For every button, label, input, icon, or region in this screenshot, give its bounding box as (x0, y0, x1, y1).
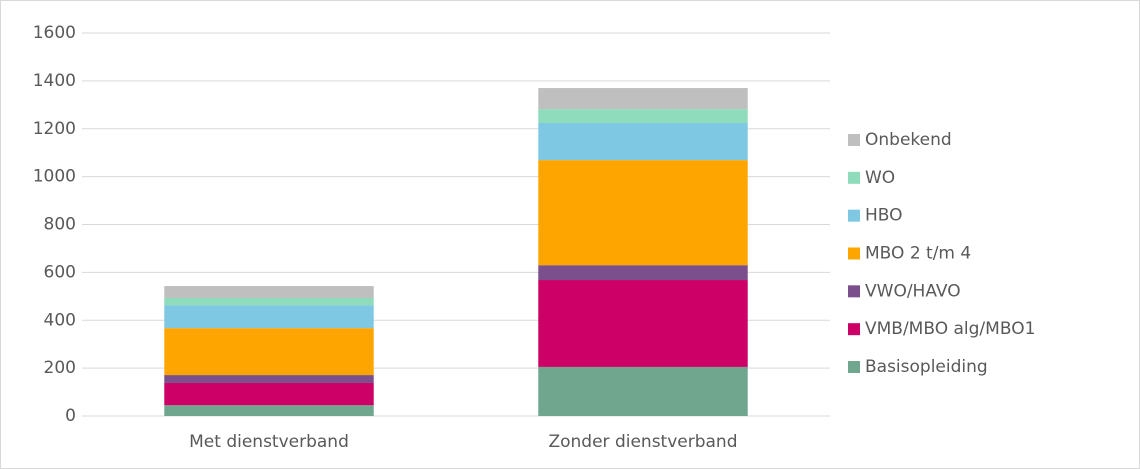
legend-swatch (848, 285, 860, 298)
legend-swatch (848, 134, 860, 146)
y-tick-label: 200 (44, 358, 76, 378)
bar-segment (538, 123, 748, 161)
y-tick-label: 1600 (33, 23, 76, 43)
y-tick-label: 1000 (33, 167, 76, 187)
legend-label: VWO/HAVO (865, 281, 961, 301)
y-tick-label: 0 (65, 406, 76, 426)
y-tick-label: 400 (44, 310, 76, 330)
x-tick-label: Met dienstverband (189, 432, 349, 452)
legend-swatch (848, 323, 860, 336)
legend-label: MBO 2 t/m 4 (865, 244, 971, 264)
bar-segment (538, 160, 748, 266)
bar-segment (538, 88, 748, 110)
bar-segment (538, 109, 748, 124)
bar-segment (538, 366, 748, 416)
legend-label: Basisopleiding (865, 357, 988, 377)
legend-swatch (848, 171, 860, 184)
legend-swatch (848, 247, 860, 260)
bar-segment (164, 305, 374, 329)
bar-segment (538, 280, 748, 367)
x-tick-label: Zonder dienstverband (548, 432, 737, 452)
legend-label: HBO (865, 206, 903, 226)
legend-label: WO (865, 168, 895, 188)
bar-segment (164, 297, 374, 306)
y-tick-label: 600 (44, 262, 76, 282)
legend-label: VMB/MBO alg/MBO1 (865, 319, 1035, 339)
bar-segment (538, 265, 748, 281)
y-tick-label: 1400 (33, 71, 76, 91)
bar-segment (164, 286, 374, 298)
bar-segment (164, 375, 374, 383)
bar-segment (164, 382, 374, 406)
bar-segment (164, 405, 374, 416)
bar-segment (164, 328, 374, 376)
legend-swatch (848, 209, 860, 222)
y-tick-label: 800 (44, 215, 76, 235)
legend-label: Onbekend (865, 130, 952, 150)
legend-swatch (848, 361, 860, 373)
y-tick-label: 1200 (33, 119, 76, 139)
